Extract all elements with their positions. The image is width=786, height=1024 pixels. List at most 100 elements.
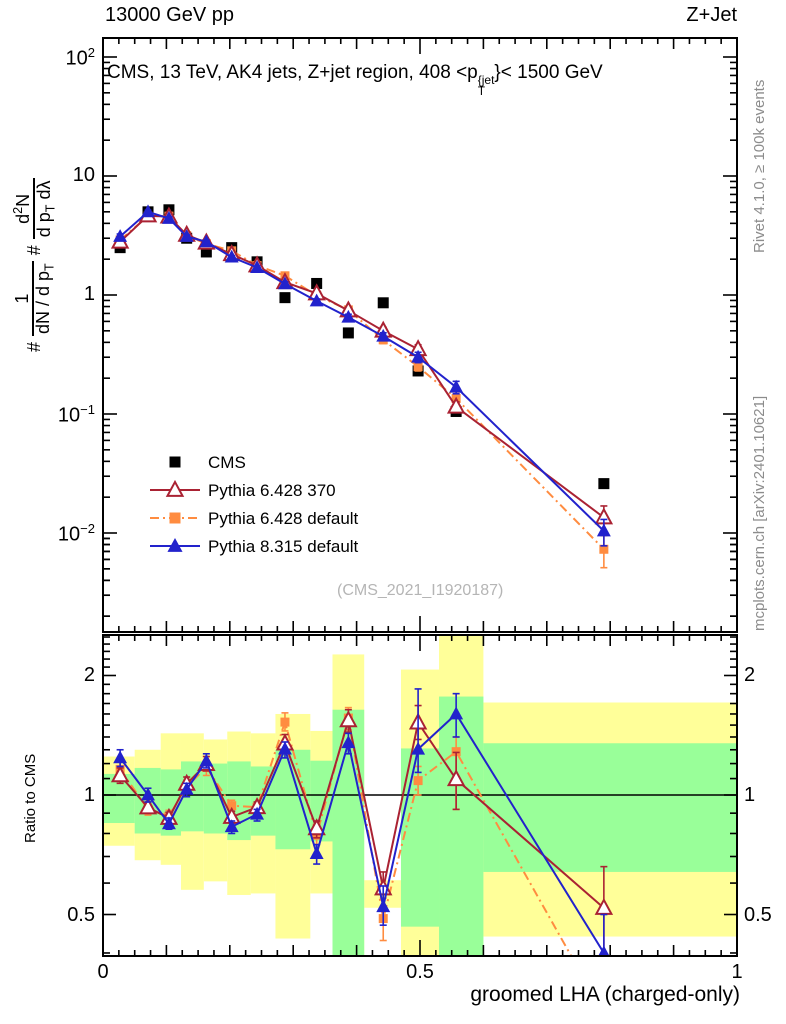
x-tick-label: 0.5 [406,961,434,983]
marker-triangle [250,806,265,820]
panel-title: CMS, 13 TeV, AK4 jets, Z+jet region, 408… [107,62,603,97]
marker-open-triangle [446,769,466,787]
marker-triangle [376,899,391,913]
marker-triangle [141,204,155,218]
marker-square [413,776,423,786]
green-band [483,743,736,872]
marker-triangle [341,735,356,749]
marker-triangle [250,260,265,273]
ratio-y-tick-label-left: 1 [83,784,95,806]
main-series-cms [114,204,610,490]
marker-open-triangle [339,710,358,728]
ratio-y-tick-label-right: 0.5 [744,903,772,926]
main-y-tick-label: 10−2 [57,521,95,546]
marker-triangle [449,706,464,720]
series-line [119,215,605,550]
ylabel-hash-2: # [24,245,45,256]
legend-label: Pythia 8.315 default [208,537,359,556]
ratio-y-tick-label-right: 1 [744,784,756,806]
marker-square [599,1010,608,1019]
ratio-y-tick-label-left: 2 [83,664,95,687]
marker-triangle [167,537,183,552]
marker-triangle [277,741,292,755]
main-y-axis-label: # 1 dN / d pT # d2N d pT dλ [11,178,58,352]
marker-square [377,297,389,309]
marker-triangle [376,328,391,342]
main-y-tick-label: 1 [83,283,95,305]
marker-square [598,478,610,490]
legend-item-pythia-8-315-default: Pythia 8.315 default [150,537,359,556]
marker-triangle [113,229,128,242]
marker-triangle [179,229,194,242]
marker-triangle [199,753,214,767]
marker-open-triangle [138,797,158,815]
marker-square [280,717,290,727]
series-line [119,214,605,519]
ratio-y-tick-label-right: 2 [744,664,756,687]
main-series-pythia-6-428-370 [110,205,614,534]
axis-ticks [103,38,737,956]
marker-open-triangle [165,479,185,497]
marker-triangle [224,819,239,833]
series-line [119,210,605,532]
ylabel-frac2-numerator: d2N [11,193,33,224]
marker-triangle [449,379,464,393]
marker-triangle [161,210,176,224]
marker-triangle [113,750,128,764]
marker-square [413,362,423,372]
legend-label: CMS [208,453,246,472]
process-label: Z+Jet [686,4,737,26]
marker-open-triangle [446,396,466,414]
marker-open-triangle [307,818,326,836]
pt-subscript: T [477,84,486,98]
ratio-series-pythia-8-315-default [113,688,609,955]
marker-triangle [411,349,426,363]
pt-jet-stack: {jet T [477,73,495,98]
marker-triangle [309,293,324,307]
analysis-id-watermark: (CMS_2021_I1920187) [337,582,504,599]
green-band [203,763,228,834]
beam-energy-label: 13000 GeV pp [105,4,234,26]
x-axis-label: groomed LHA (charged-only) [470,983,740,1006]
ylabel-hash-1: # [24,341,45,352]
legend: CMS Pythia 6.428 370 Pythia 6.428 default P… [150,453,359,556]
legend-label: Pythia 6.428 370 [208,481,336,500]
marker-square [169,456,181,468]
main-y-tick-label: 10 [72,164,95,186]
panel-title-suffix: }< 1500 GeV [494,62,603,83]
marker-square [227,801,237,811]
main-panel-frame [102,37,738,633]
pt-superscript: {jet [477,73,495,87]
marker-triangle [596,523,611,537]
marker-square [279,292,291,304]
ylabel-fraction-2: d2N d pT dλ [11,178,58,240]
marker-triangle [598,945,609,955]
marker-square [599,544,609,554]
mcplots-arxiv-note: mcplots.cern.ch [arXiv:2401.10621] [751,395,768,631]
marker-triangle [309,846,324,859]
marker-triangle [341,309,356,323]
legend-item-pythia-6-428-default: Pythia 6.428 default [150,509,359,528]
main-y-tick-label: 10−1 [57,402,95,427]
marker-triangle [179,781,194,795]
marker-open-triangle [110,765,130,783]
main-series-pythia-8-315-default [113,204,611,547]
marker-square [342,327,354,339]
marker-square [169,512,181,524]
rivet-version-note: Rivet 4.1.0, ≥ 100k events [751,79,768,253]
marker-triangle [277,276,292,290]
x-tick-label: 0 [97,961,109,983]
marker-triangle [141,787,155,801]
marker-triangle [411,741,426,755]
legend-label: Pythia 6.428 default [208,509,359,528]
marker-square [200,246,212,258]
legend-item-pythia-6-428-370: Pythia 6.428 370 [150,479,336,500]
ratio-y-tick-label-left: 0.5 [67,903,95,926]
marker-triangle [161,816,176,830]
marker-triangle [224,249,239,263]
x-tick-label: 1 [731,961,743,983]
main-y-tick-label: 102 [65,45,95,70]
panel-title-prefix: CMS, 13 TeV, AK4 jets, Z+jet region, 408… [107,62,478,83]
